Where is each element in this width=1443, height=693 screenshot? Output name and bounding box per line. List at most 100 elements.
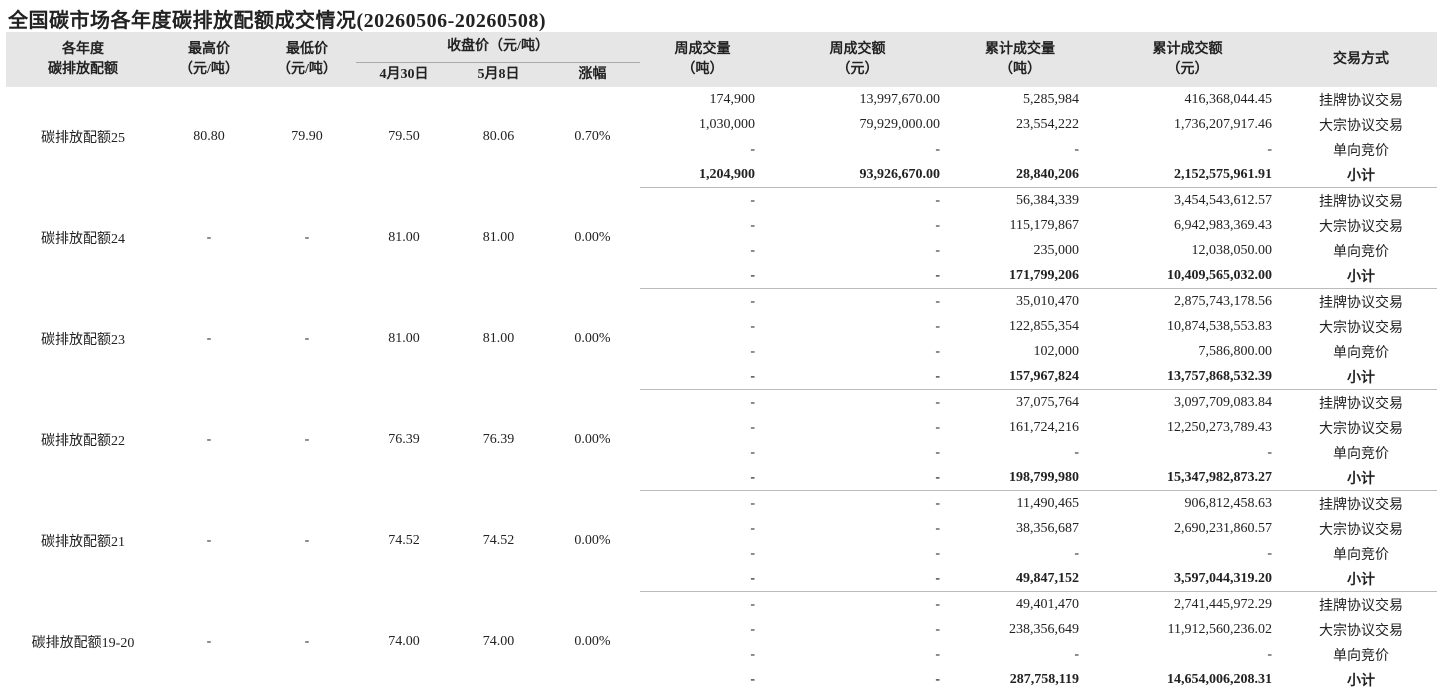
value-cell: - [1074,444,1080,460]
value-cell: 3,097,709,083.84 [1174,394,1273,410]
table-row: - - 287,758,119 14,654,006,208.31 小计 [6,667,1437,692]
value-cell: - [765,364,951,390]
group-cell: - [206,432,212,447]
value-cell: - [640,465,766,491]
group-cell: 0.00% [574,230,611,245]
value-cell: 235,000 [1033,242,1080,258]
value-cell: 1,030,000 [699,116,756,132]
value-cell: 7,586,800.00 [1198,343,1273,359]
value-cell: - [935,141,941,157]
method-cell: 小计 [1347,673,1376,689]
method-cell: 单向竞价 [1333,244,1390,260]
table-row: - - 161,724,216 12,250,273,789.43 大宗协议交易 [6,415,1437,440]
value-cell: 174,900 [709,91,756,107]
header-cell: 收盘价（元/吨） [356,32,641,63]
group-cell: 碳排放配额22 [41,434,125,449]
value-cell: 115,179,867 [1009,217,1080,233]
method-cell: 单向竞价 [1333,143,1390,159]
method-cell: 小计 [1285,162,1438,188]
header-cell: 累计成交量 （吨） [950,32,1091,87]
value-cell: - [1267,444,1273,460]
data-table: 各年度 碳排放配额 最高价 （元/吨） 最低价 （元/吨） 收盘价（元/吨） 周成交量… [6,32,1438,692]
value-cell: - [640,263,766,289]
method-cell: 单向竞价 [1333,345,1390,361]
group-cell: 碳排放配额25 [41,131,125,147]
table-row: - -171,799,206 10,409,565,032.00 小计 [6,263,1438,289]
value-cell: 1,736,207,917.46 [1174,116,1273,132]
value-cell: - [750,293,756,309]
group-cell: - [304,633,310,649]
group-cell: 0.00% [574,331,611,346]
header-cell: 累计成交额 （元） [1090,32,1286,87]
group-cell: 碳排放配额21 [41,535,125,550]
group-cell: 碳排放配额19-20 [31,635,135,651]
header-cell: 4月30日 [356,62,452,87]
header-cell: 周成交额 （元） [765,32,951,87]
table-row: - - 115,179,867 6,942,983,369.43 大宗协议交易 [6,213,1437,238]
group-cell: 79.90 [291,129,323,145]
method-cell: 大宗协议交易 [1319,219,1404,235]
value-cell: 238,356,649 [1009,621,1080,637]
header-cell: 最高价 （元/吨） [160,32,258,87]
table-row: - -198,799,980 15,347,982,873.27 小计 [6,465,1438,491]
header-text: 最低价 [286,41,328,57]
header-text: （元/吨） [179,61,239,77]
method-cell: 大宗协议交易 [1319,118,1404,134]
value-cell: 416,368,044.45 [1184,91,1273,107]
value-cell: - [750,646,756,662]
value-cell: - [935,217,941,233]
table-row: - - 38,356,687 2,690,231,860.57 大宗协议交易 [6,516,1437,541]
value-cell: - [935,242,941,258]
value-cell: 49,401,470 [1016,596,1080,612]
value-cell: - [750,671,756,687]
method-cell: 挂牌协议交易 [1319,194,1404,210]
value-cell: - [1074,141,1080,157]
header-text: （元/吨） [277,61,337,77]
header-cell: 各年度 碳排放配额 [6,32,160,87]
value-cell: - [935,419,941,435]
method-cell: 小计 [1285,263,1438,289]
group-cell: 81.00 [482,230,515,245]
value-cell: 2,741,445,972.29 [1174,596,1273,612]
method-cell: 单向竞价 [1333,547,1390,563]
group-cell: 0.00% [574,533,611,548]
value-cell: 287,758,119 [1009,671,1080,687]
value-cell: 10,874,538,553.83 [1167,318,1273,334]
value-cell: 2,152,575,961.91 [1090,162,1286,188]
method-cell: 挂牌协议交易 [1319,93,1404,109]
value-cell: 161,724,216 [1009,419,1080,435]
table-row: 碳排放配额22 - - 76.39 76.39 0.00% - - 37,075,764 3,09… [6,390,1437,450]
value-cell: 12,038,050.00 [1191,242,1273,258]
value-cell: - [750,394,756,410]
group-cell: - [206,230,212,245]
value-cell: 93,926,670.00 [765,162,951,188]
value-cell: - [750,318,756,334]
value-cell: - [750,217,756,233]
value-cell: - [750,495,756,511]
table-row: - -157,967,824 13,757,868,532.39 小计 [6,364,1438,390]
value-cell: - [935,318,941,334]
value-cell: 23,554,222 [1016,116,1080,132]
group-cell: - [304,432,310,447]
header-cell: 最低价 （元/吨） [258,32,356,87]
header-text: （吨） [999,61,1042,77]
group-cell: 80.06 [482,129,515,145]
value-cell: - [1074,646,1080,662]
method-cell: 大宗协议交易 [1319,320,1404,336]
value-cell: - [750,596,756,612]
group-cell: 碳排放配额23 [41,333,125,348]
value-cell: 56,384,339 [1016,192,1080,208]
table-row: - - - - 单向竞价 [6,137,1437,162]
group-cell: 81.00 [388,331,420,346]
value-cell: - [765,566,951,592]
value-cell: 12,250,273,789.43 [1167,419,1273,435]
group-cell: - [304,533,310,548]
value-cell: 79,929,000.00 [859,116,941,132]
method-cell: 大宗协议交易 [1319,421,1404,437]
value-cell: - [935,343,941,359]
value-cell: - [935,192,941,208]
group-cell: - [304,331,310,346]
value-cell: 35,010,470 [1016,293,1080,309]
table-row: 1,204,900 93,926,670.00 28,840,206 2,152,57… [6,162,1438,188]
